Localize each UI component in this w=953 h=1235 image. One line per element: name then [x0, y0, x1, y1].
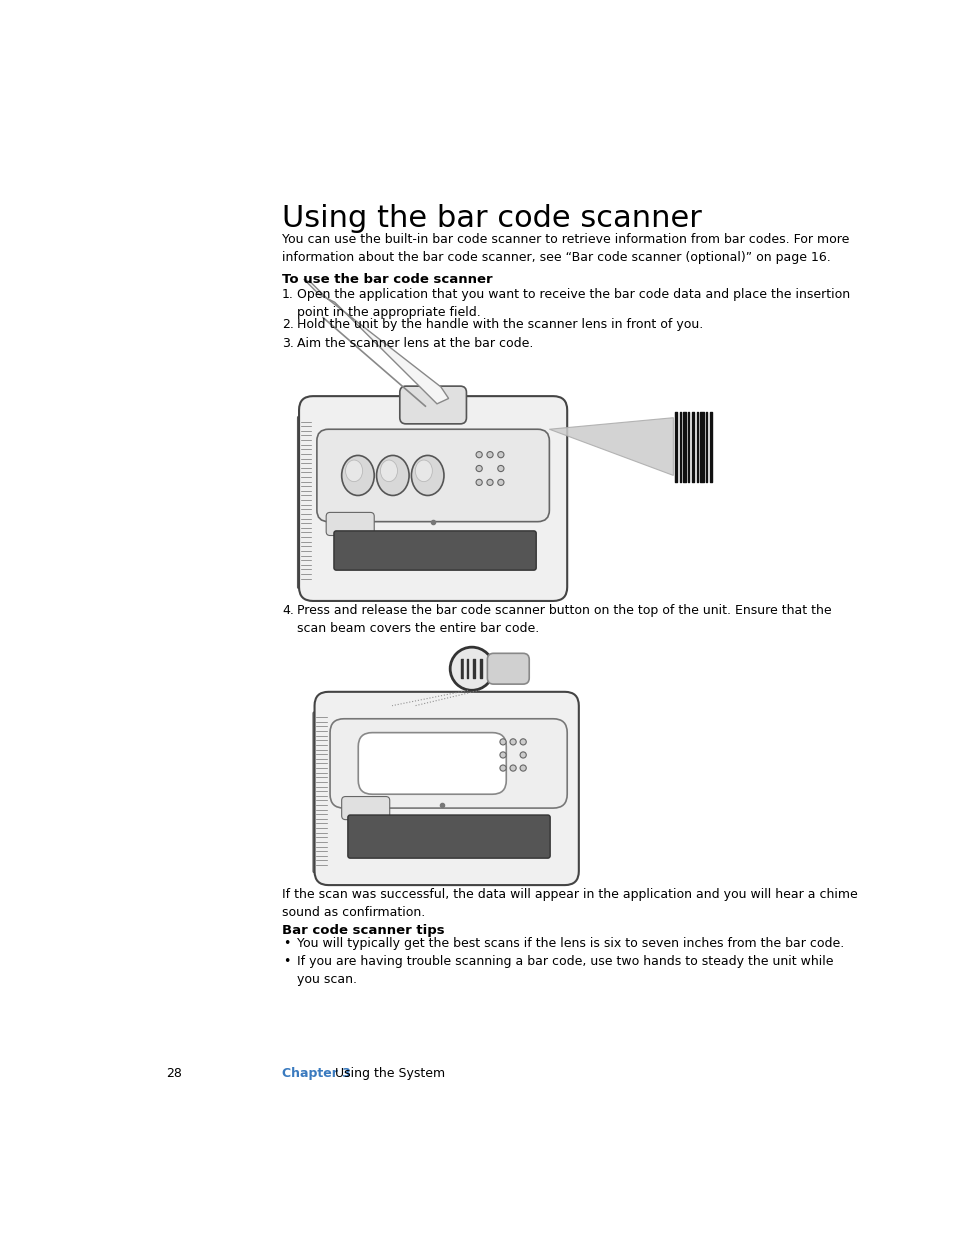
Ellipse shape: [415, 461, 432, 482]
FancyBboxPatch shape: [341, 797, 390, 820]
FancyBboxPatch shape: [314, 692, 578, 885]
FancyBboxPatch shape: [487, 653, 529, 684]
Circle shape: [519, 752, 526, 758]
Ellipse shape: [341, 456, 374, 495]
Text: Hold the unit by the handle with the scanner lens in front of you.: Hold the unit by the handle with the sca…: [297, 319, 703, 331]
FancyBboxPatch shape: [316, 430, 549, 521]
Ellipse shape: [380, 461, 397, 482]
FancyBboxPatch shape: [334, 531, 536, 571]
Polygon shape: [549, 417, 673, 475]
Text: 4.: 4.: [282, 604, 294, 618]
Text: You can use the built-in bar code scanner to retrieve information from bar codes: You can use the built-in bar code scanne…: [282, 233, 848, 264]
Text: You will typically get the best scans if the lens is six to seven inches from th: You will typically get the best scans if…: [297, 937, 843, 951]
Circle shape: [497, 452, 503, 458]
Ellipse shape: [345, 461, 362, 482]
Text: Aim the scanner lens at the bar code.: Aim the scanner lens at the bar code.: [297, 337, 534, 351]
Circle shape: [486, 479, 493, 485]
Polygon shape: [303, 279, 448, 404]
Text: 28: 28: [166, 1067, 181, 1079]
Ellipse shape: [411, 456, 443, 495]
Circle shape: [450, 647, 493, 690]
Text: Open the application that you want to receive the bar code data and place the in: Open the application that you want to re…: [297, 288, 850, 320]
FancyBboxPatch shape: [358, 732, 506, 794]
Text: Bar code scanner tips: Bar code scanner tips: [282, 924, 444, 936]
Circle shape: [499, 764, 506, 771]
Circle shape: [476, 452, 482, 458]
Text: Using the System: Using the System: [327, 1067, 445, 1079]
Circle shape: [497, 466, 503, 472]
Circle shape: [519, 764, 526, 771]
Text: Using the bar code scanner: Using the bar code scanner: [282, 204, 701, 232]
FancyBboxPatch shape: [313, 711, 330, 873]
FancyBboxPatch shape: [326, 513, 374, 536]
Text: 2.: 2.: [282, 319, 294, 331]
Circle shape: [476, 479, 482, 485]
Text: •: •: [283, 937, 291, 951]
FancyBboxPatch shape: [297, 416, 314, 589]
Text: If the scan was successful, the data will appear in the application and you will: If the scan was successful, the data wil…: [282, 888, 857, 919]
Circle shape: [499, 752, 506, 758]
Circle shape: [476, 466, 482, 472]
Text: •: •: [283, 955, 291, 968]
FancyBboxPatch shape: [399, 387, 466, 424]
Circle shape: [499, 739, 506, 745]
FancyBboxPatch shape: [330, 719, 567, 808]
Circle shape: [510, 739, 516, 745]
Text: If you are having trouble scanning a bar code, use two hands to steady the unit : If you are having trouble scanning a bar…: [297, 955, 833, 986]
Text: 1.: 1.: [282, 288, 294, 301]
Circle shape: [486, 452, 493, 458]
Text: To use the bar code scanner: To use the bar code scanner: [282, 273, 492, 287]
Text: Chapter 3: Chapter 3: [282, 1067, 351, 1079]
Text: Press and release the bar code scanner button on the top of the unit. Ensure tha: Press and release the bar code scanner b…: [297, 604, 831, 635]
Circle shape: [497, 479, 503, 485]
Circle shape: [510, 764, 516, 771]
Text: 3.: 3.: [282, 337, 294, 351]
FancyBboxPatch shape: [298, 396, 567, 601]
Circle shape: [519, 739, 526, 745]
FancyBboxPatch shape: [348, 815, 550, 858]
Ellipse shape: [376, 456, 409, 495]
